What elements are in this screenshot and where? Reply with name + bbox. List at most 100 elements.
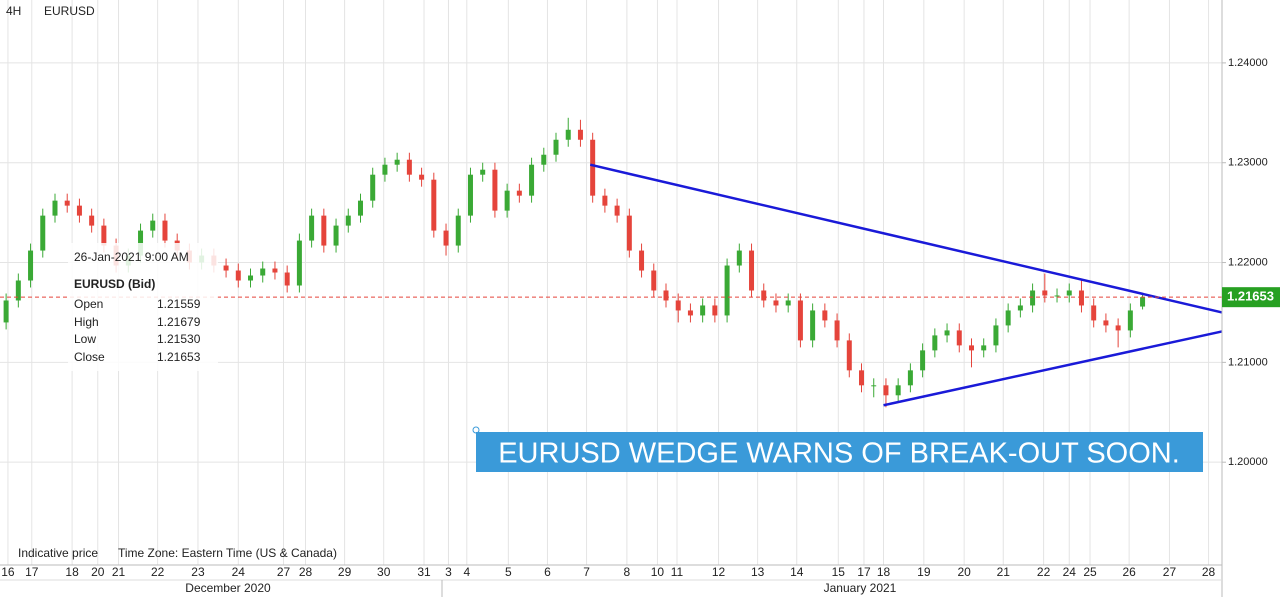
x-tick-label: 4 xyxy=(463,565,470,579)
x-tick-label: 22 xyxy=(1037,565,1051,579)
timezone: Time Zone: Eastern Time (US & Canada) xyxy=(118,546,337,560)
candle-body xyxy=(1127,310,1133,331)
candle-body xyxy=(1042,290,1048,296)
candle-body xyxy=(577,129,583,140)
tooltip-box xyxy=(68,243,218,371)
candle-body xyxy=(467,174,473,216)
tooltip-label: Open xyxy=(74,297,103,311)
candle-body xyxy=(895,385,901,396)
candle-body xyxy=(553,139,559,155)
candle-body xyxy=(1103,320,1109,326)
candle-body xyxy=(590,139,596,196)
last-price-tag xyxy=(1222,287,1280,308)
candle-body xyxy=(382,164,388,175)
x-tick-label: 27 xyxy=(1163,565,1177,579)
tooltip-label: Low xyxy=(74,332,96,346)
candle-body xyxy=(504,190,510,211)
candle-body xyxy=(370,174,376,201)
x-tick-label: 14 xyxy=(790,565,804,579)
candle-body xyxy=(15,280,21,301)
candle-body xyxy=(944,330,950,336)
candle-body xyxy=(541,154,547,165)
candle-body xyxy=(871,385,877,387)
candle-body xyxy=(1017,305,1023,311)
x-tick-label: 10 xyxy=(651,565,665,579)
candle-body xyxy=(797,300,803,341)
y-tick-label: 1.21000 xyxy=(1228,356,1268,368)
candle-body xyxy=(736,250,742,266)
y-tick-label: 1.24000 xyxy=(1228,57,1268,69)
candle-body xyxy=(675,300,681,311)
candle-body xyxy=(419,174,425,180)
candle-body xyxy=(284,272,290,286)
x-tick-label: 19 xyxy=(917,565,931,579)
candle-body xyxy=(785,300,791,306)
candle-body xyxy=(1140,297,1146,307)
x-tick-label: 24 xyxy=(1063,565,1077,579)
footnote: Indicative price xyxy=(18,546,98,560)
x-tick-label: 12 xyxy=(712,565,726,579)
annotation: EURUSD WEDGE WARNS OF BREAK-OUT SOON. xyxy=(498,438,1180,470)
candle-body xyxy=(89,215,95,226)
tooltip-label: Close xyxy=(74,350,105,364)
candle-body xyxy=(822,310,828,321)
tooltip-value: 1.21559 xyxy=(157,297,201,311)
candle-body xyxy=(1030,290,1036,306)
x-tick-label: 15 xyxy=(832,565,846,579)
x-tick-label: 17 xyxy=(857,565,871,579)
candle-body xyxy=(932,335,938,351)
x-tick-label: 6 xyxy=(544,565,551,579)
candle-body xyxy=(64,200,70,206)
y-tick-label: 1.23000 xyxy=(1228,157,1268,169)
x-tick-label: 17 xyxy=(25,565,39,579)
candle-body xyxy=(28,250,34,281)
candle-body xyxy=(455,215,461,246)
candle-body xyxy=(1078,290,1084,306)
candle-body xyxy=(3,300,9,323)
candle-body xyxy=(565,129,571,140)
month-label: December 2020 xyxy=(185,581,271,595)
candle-body xyxy=(76,205,82,216)
x-tick-label: 26 xyxy=(1122,565,1136,579)
last-price-label: 1.21653 xyxy=(1227,289,1274,304)
candle-body xyxy=(761,290,767,301)
candle-body xyxy=(651,270,657,291)
candle-body xyxy=(700,305,706,316)
candle-body xyxy=(907,370,913,386)
candle-body xyxy=(492,169,498,211)
y-tick-label: 1.20000 xyxy=(1228,456,1268,468)
candle-body xyxy=(712,305,718,316)
symbol: EURUSD xyxy=(44,4,95,18)
tooltip-value: 1.21653 xyxy=(157,350,201,364)
candle-body xyxy=(516,190,522,196)
candle-body xyxy=(1005,310,1011,326)
x-tick-label: 7 xyxy=(583,565,590,579)
candle-body xyxy=(394,159,400,165)
candle-body xyxy=(529,164,535,196)
timeframe: 4H xyxy=(6,4,21,18)
candle-body xyxy=(223,265,229,271)
tooltip-symbol: EURUSD (Bid) xyxy=(74,277,155,291)
x-tick-label: 5 xyxy=(505,565,512,579)
x-tick-label: 11 xyxy=(671,565,684,579)
candle-body xyxy=(773,300,779,306)
candle-body xyxy=(101,225,107,246)
x-tick-label: 3 xyxy=(445,565,452,579)
candle-body xyxy=(749,250,755,291)
x-tick-label: 25 xyxy=(1083,565,1097,579)
candle-body xyxy=(810,310,816,341)
candle-body xyxy=(272,268,278,273)
candle-body xyxy=(40,215,46,251)
x-tick-label: 29 xyxy=(338,565,352,579)
candle-body xyxy=(993,325,999,346)
x-tick-label: 20 xyxy=(91,565,105,579)
candle-body xyxy=(260,268,266,276)
candle-body xyxy=(296,240,302,286)
candle-body xyxy=(162,220,168,241)
x-tick-label: 31 xyxy=(417,565,431,579)
candle-body xyxy=(235,270,241,281)
candle-body xyxy=(480,169,486,175)
y-tick-label: 1.22000 xyxy=(1228,256,1268,268)
x-tick-label: 23 xyxy=(191,565,205,579)
